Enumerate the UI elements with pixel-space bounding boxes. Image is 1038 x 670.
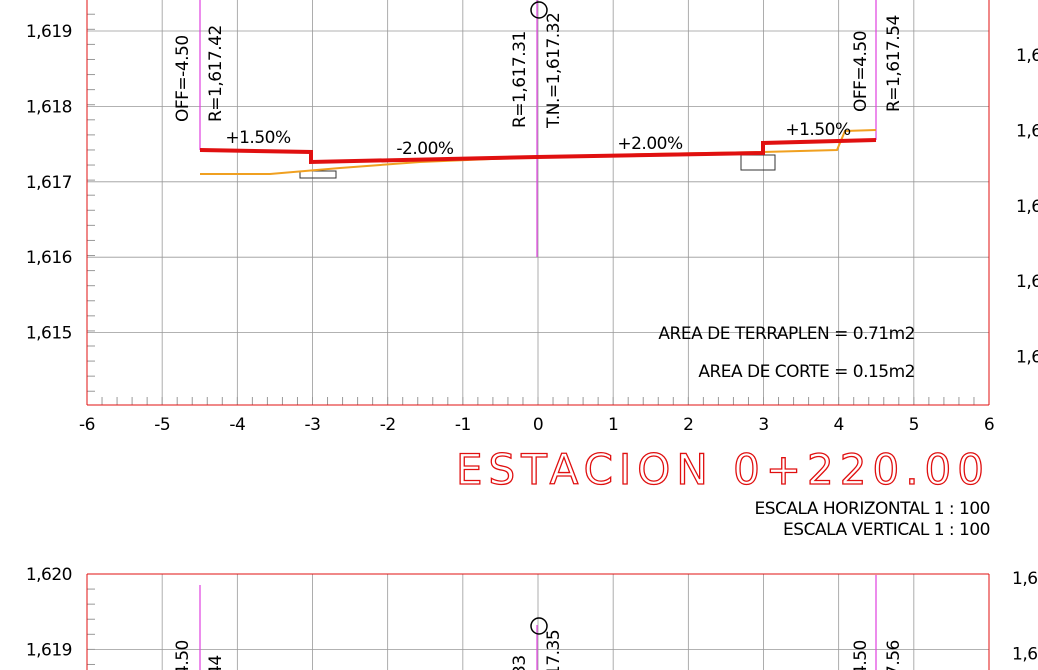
- x-label: -5: [154, 415, 170, 435]
- x-label: 3: [758, 415, 768, 435]
- y-label-right: 1,6: [1016, 46, 1038, 66]
- elev-label: 33: [510, 655, 530, 670]
- offset-label: 4.50: [851, 640, 871, 670]
- elev-label: R=1,617.42: [206, 25, 226, 122]
- elev-label: R=1,617.31: [510, 31, 530, 128]
- design-line: [199, 138, 877, 165]
- y-label-right: 1,6: [1016, 272, 1038, 292]
- elev-label: 7.56: [884, 640, 904, 670]
- h-scale: ESCALA HORIZONTAL 1 : 100: [754, 499, 990, 519]
- slope-label: -2.00%: [396, 139, 453, 159]
- y-label-right: 1,62: [1012, 569, 1038, 589]
- x-label: -2: [380, 415, 396, 435]
- grid: [86, 0, 990, 670]
- elev-label: R=1,617.54: [884, 15, 904, 112]
- x-label: -3: [305, 415, 321, 435]
- slope-label: +1.50%: [225, 128, 291, 148]
- y-label: 1,616: [26, 248, 72, 268]
- y-label: 1,617: [26, 173, 72, 193]
- cut-area: AREA DE CORTE = 0.15m2: [698, 362, 915, 382]
- ditch: [740, 154, 776, 171]
- x-label: -1: [455, 415, 471, 435]
- y-label: 1,615: [26, 324, 72, 344]
- y-label-right: 1,6: [1016, 348, 1038, 368]
- y-label-right: 1,6: [1016, 197, 1038, 217]
- centerline-symbol: [530, 617, 548, 635]
- slope-label: +1.50%: [785, 120, 851, 140]
- slope-label: +2.00%: [617, 134, 683, 154]
- y-label: 1,620: [26, 565, 72, 585]
- offset-lines: [199, 0, 877, 670]
- x-label: 6: [984, 415, 994, 435]
- offset-label: OFF=-4.50: [173, 35, 193, 122]
- x-label: 1: [608, 415, 618, 435]
- x-label: -6: [79, 415, 95, 435]
- station-title: ESTACION 0+220.00: [456, 445, 990, 494]
- y-label: 1,618: [26, 97, 72, 117]
- fill-area: AREA DE TERRAPLEN = 0.71m2: [658, 324, 915, 344]
- offset-label: OFF=4.50: [851, 31, 871, 112]
- y-label-right: 1,6: [1016, 121, 1038, 141]
- x-label: -4: [229, 415, 245, 435]
- centerline-symbol: [530, 1, 548, 19]
- v-scale: ESCALA VERTICAL 1 : 100: [783, 520, 990, 540]
- y-label: 1,619: [26, 22, 72, 42]
- offset-label: 4.50: [173, 640, 193, 670]
- x-label: 4: [834, 415, 844, 435]
- x-label: 2: [683, 415, 693, 435]
- x-label: 0: [533, 415, 543, 435]
- x-label: 5: [909, 415, 919, 435]
- y-label: 1,619: [26, 640, 72, 660]
- y-label-right: 1,6: [1012, 644, 1038, 664]
- ditch: [299, 170, 337, 179]
- elev-label: 44: [206, 655, 226, 670]
- ground-label: T.N.=1,617.32: [544, 13, 564, 129]
- ground-label: 17.35: [544, 630, 564, 670]
